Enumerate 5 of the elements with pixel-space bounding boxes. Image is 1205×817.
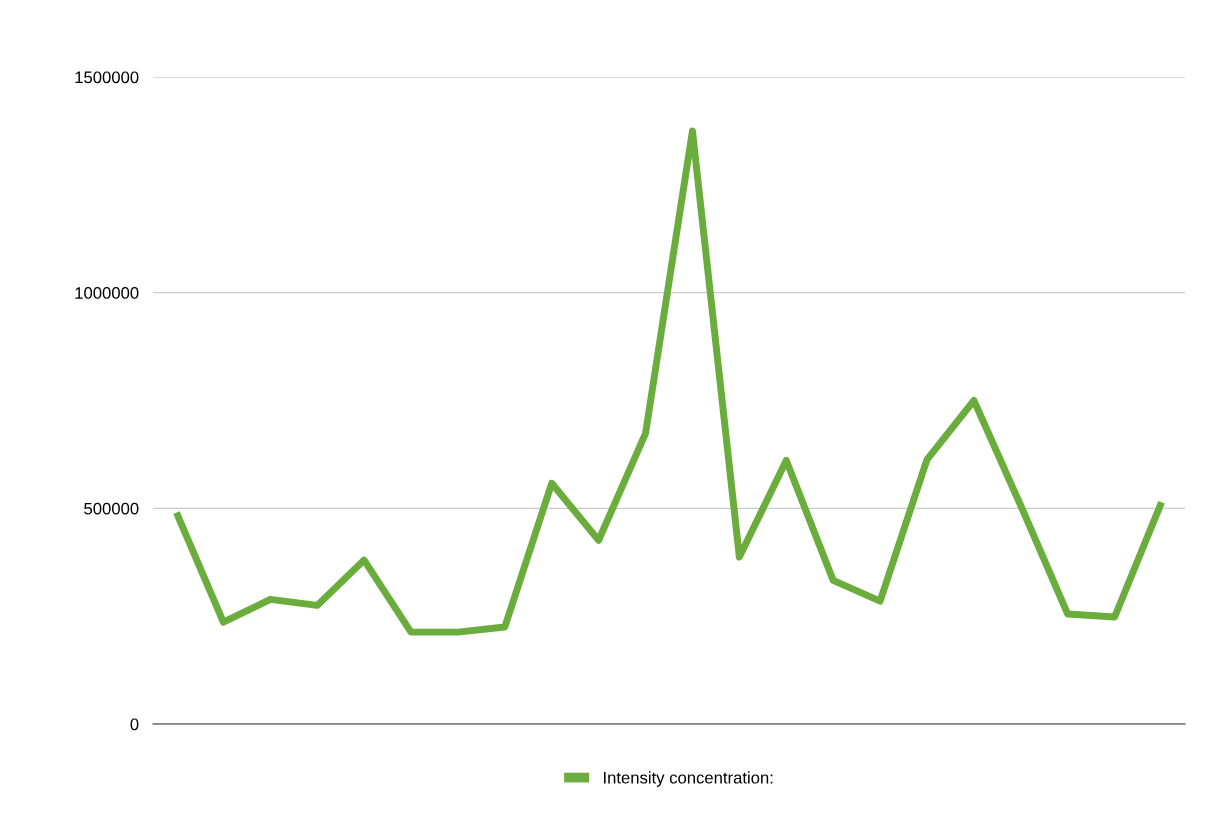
y-tick-label: 1000000 — [75, 287, 139, 299]
legend-label: Intensity concentration: — [604, 771, 773, 787]
y-tick-label: 500000 — [84, 502, 139, 515]
y-tick-label: 1500000 — [75, 71, 139, 84]
y-tick-label: 0 — [130, 718, 139, 731]
